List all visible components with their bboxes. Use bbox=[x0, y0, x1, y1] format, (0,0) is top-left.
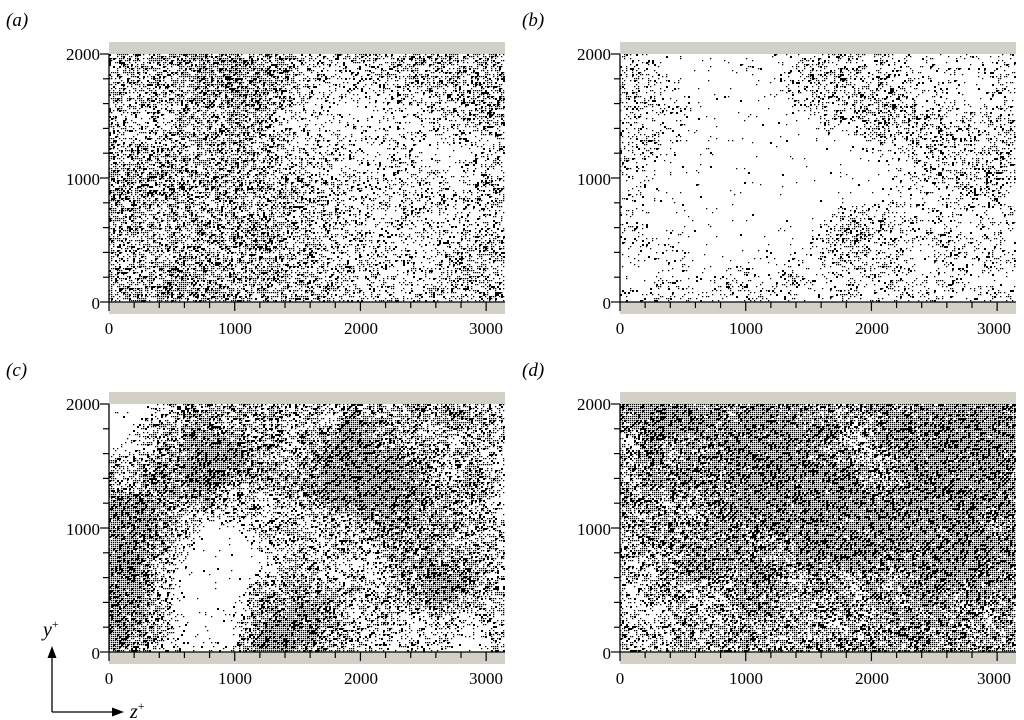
x-tick-label: 2000 bbox=[855, 669, 889, 688]
y-arrow-head-icon bbox=[47, 646, 57, 658]
particle-field bbox=[620, 404, 1016, 652]
bottom-wall bbox=[109, 652, 505, 664]
particle-dots bbox=[620, 404, 1016, 652]
panel-d: (d) 2000 1000 0 0 1000 2000 3000 bbox=[522, 360, 1016, 688]
panel-a: (a) 2000 1000 0 0 1000 2000 3000 bbox=[6, 10, 505, 338]
x-tick-label: 1000 bbox=[729, 669, 763, 688]
bottom-wall bbox=[620, 652, 1016, 664]
x-tick-label: 1000 bbox=[218, 669, 252, 688]
y-tick-label: 1000 bbox=[66, 520, 100, 539]
y-tick-label: 2000 bbox=[66, 45, 100, 64]
top-wall bbox=[620, 392, 1016, 404]
particle-field bbox=[620, 54, 1016, 302]
panel-label: (d) bbox=[522, 360, 544, 381]
bottom-wall bbox=[620, 302, 1016, 314]
x-ticks bbox=[619, 302, 998, 311]
top-wall bbox=[109, 392, 505, 404]
particle-dots bbox=[109, 54, 505, 302]
y-ticks bbox=[100, 403, 109, 653]
y-tick-label: 1000 bbox=[577, 520, 611, 539]
particle-dots bbox=[620, 54, 1016, 302]
x-tick-label: 3000 bbox=[977, 669, 1011, 688]
x-tick-label: 0 bbox=[105, 669, 114, 688]
y-tick-label: 0 bbox=[92, 294, 101, 313]
particle-dots bbox=[109, 404, 505, 652]
x-tick-label: 0 bbox=[616, 319, 625, 338]
y-tick-label: 1000 bbox=[577, 170, 611, 189]
top-wall bbox=[109, 42, 505, 54]
x-tick-label: 3000 bbox=[469, 669, 503, 688]
x-tick-label: 1000 bbox=[218, 319, 252, 338]
x-tick-label: 2000 bbox=[344, 319, 378, 338]
x-tick-label: 2000 bbox=[344, 669, 378, 688]
z-arrow-head-icon bbox=[112, 707, 124, 717]
panel-label: (a) bbox=[6, 10, 28, 31]
x-tick-label: 1000 bbox=[729, 319, 763, 338]
panel-c: (c) 2000 1000 0 0 1000 2000 3000 bbox=[6, 360, 505, 688]
y-tick-label: 0 bbox=[603, 644, 612, 663]
x-tick-label: 3000 bbox=[977, 319, 1011, 338]
x-ticks bbox=[108, 652, 487, 661]
axis-indicator: y+ z+ bbox=[41, 617, 145, 720]
y-axis-symbol: y+ bbox=[41, 617, 59, 641]
y-tick-label: 0 bbox=[92, 644, 101, 663]
particle-field bbox=[109, 404, 505, 652]
y-tick-label: 0 bbox=[603, 294, 612, 313]
x-tick-label: 0 bbox=[616, 669, 625, 688]
y-tick-label: 2000 bbox=[577, 395, 611, 414]
z-axis-symbol: z+ bbox=[129, 699, 145, 720]
x-ticks bbox=[108, 302, 487, 311]
particle-field bbox=[109, 54, 505, 302]
y-tick-label: 2000 bbox=[577, 45, 611, 64]
x-ticks bbox=[619, 652, 998, 661]
y-ticks bbox=[100, 53, 109, 303]
panel-label: (b) bbox=[522, 10, 544, 31]
bottom-wall bbox=[109, 302, 505, 314]
x-tick-label: 2000 bbox=[855, 319, 889, 338]
top-wall bbox=[620, 42, 1016, 54]
x-tick-label: 0 bbox=[105, 319, 114, 338]
y-tick-label: 2000 bbox=[66, 395, 100, 414]
y-ticks bbox=[611, 53, 620, 303]
panel-label: (c) bbox=[6, 360, 27, 381]
x-tick-label: 3000 bbox=[469, 319, 503, 338]
panel-b: (b) 2000 1000 0 0 1000 2000 3000 bbox=[522, 10, 1016, 338]
y-tick-label: 1000 bbox=[66, 170, 100, 189]
y-ticks bbox=[611, 403, 620, 653]
